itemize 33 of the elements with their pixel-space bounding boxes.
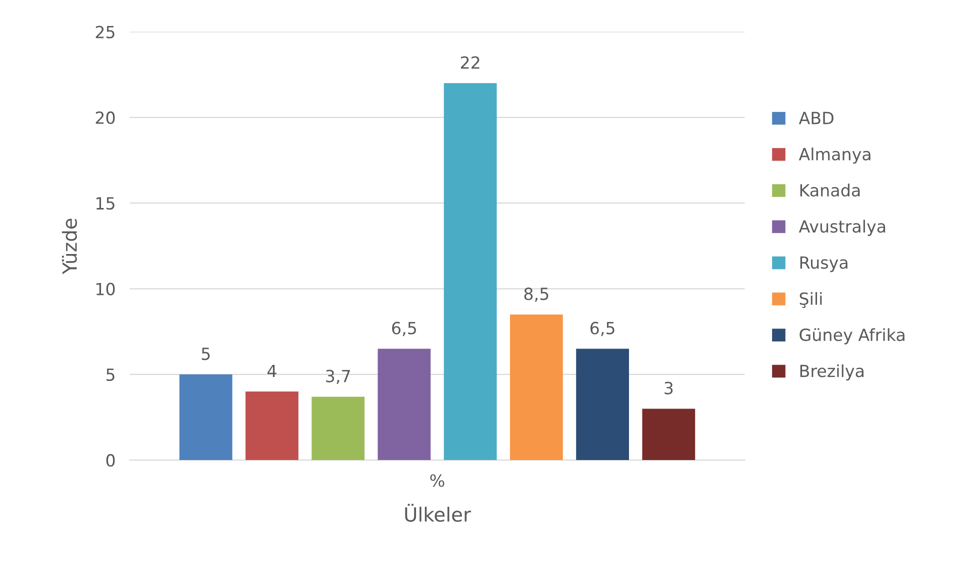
legend-label: Avustralya	[798, 220, 886, 236]
bar	[444, 83, 497, 460]
legend-label: Kanada	[800, 184, 860, 197]
bar	[246, 392, 298, 460]
legend-label: Şili	[800, 292, 822, 308]
y-tick-label: 5	[106, 368, 114, 381]
y-axis-title: Yüzde	[62, 218, 77, 274]
data-label: 3	[664, 382, 673, 394]
y-tick-label: 10	[96, 282, 115, 296]
legend-label: ABD	[798, 112, 834, 124]
legend-label: Güney Afrika	[800, 328, 904, 344]
data-label: 6,5	[590, 322, 614, 336]
y-tick-label: 15	[96, 197, 114, 210]
x-axis-title: Ülkeler	[405, 504, 472, 522]
bar	[312, 396, 365, 460]
data-label: 5	[202, 348, 210, 360]
y-tick-label: 20	[96, 111, 115, 124]
bar	[179, 374, 232, 460]
y-tick-label: 25	[96, 26, 114, 38]
legend-label: Rusya	[800, 256, 848, 272]
data-label: 6,5	[392, 322, 416, 336]
bar	[510, 314, 563, 460]
bar	[378, 348, 431, 460]
legend-label: Almanya	[798, 148, 870, 164]
data-label: 8,5	[524, 288, 548, 302]
data-label: 4	[267, 364, 276, 377]
x-tick-label: %	[430, 474, 444, 487]
legend-label: Brezilya	[800, 364, 864, 380]
bar	[642, 408, 696, 460]
y-tick-label: 0	[106, 454, 115, 467]
data-label: 22	[460, 56, 480, 69]
data-label: 3,7	[326, 370, 350, 384]
bar	[576, 348, 629, 460]
